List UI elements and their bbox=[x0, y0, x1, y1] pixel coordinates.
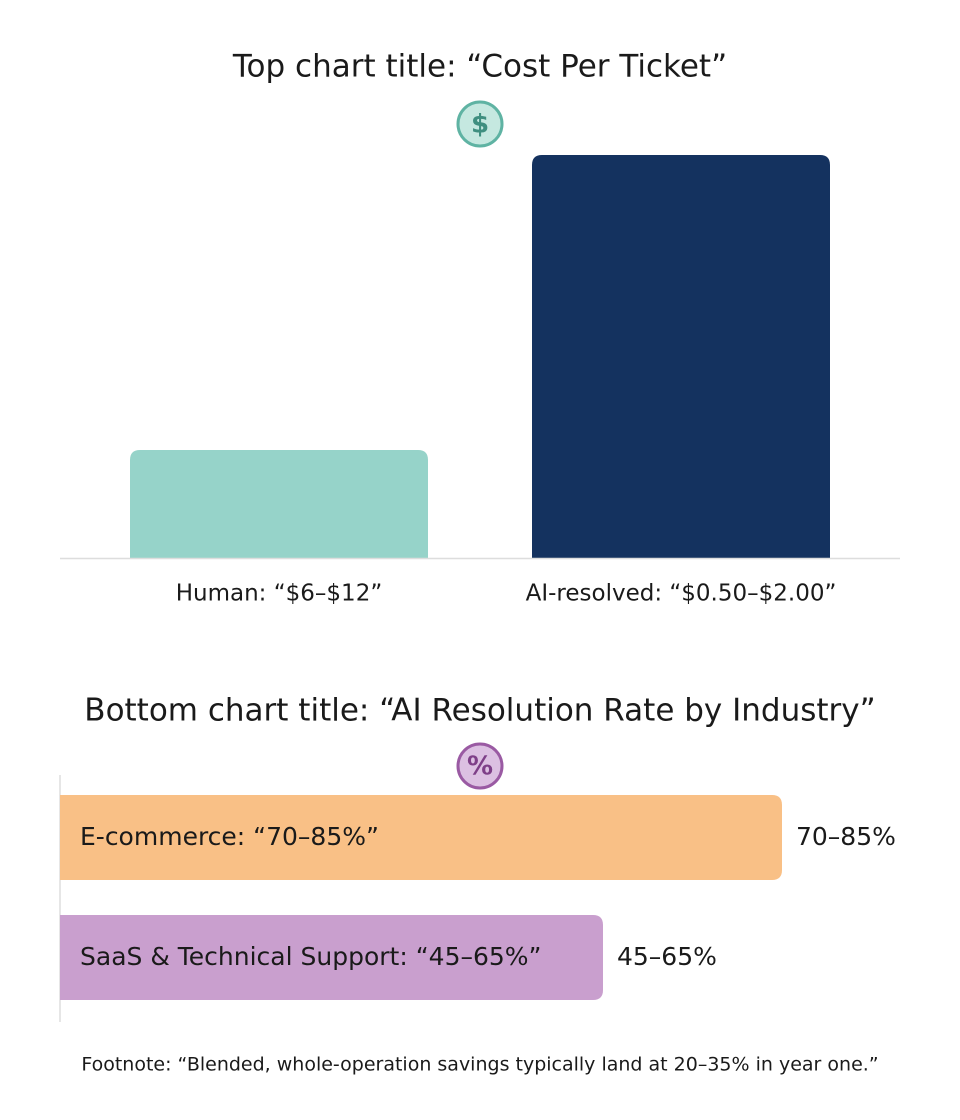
bar-label: E-commerce: “70–85%” bbox=[80, 822, 379, 851]
dollar-icon bbox=[456, 100, 504, 148]
footnote: Footnote: “Blended, whole-operation savi… bbox=[81, 1054, 878, 1076]
ecommerce-bar bbox=[60, 795, 782, 880]
value-label: 45–65% bbox=[617, 942, 717, 971]
percent-icon-glyph: % bbox=[467, 752, 493, 782]
human-bar bbox=[130, 450, 428, 558]
top-chart-title: Top chart title: “Cost Per Ticket” bbox=[232, 49, 727, 85]
bar-label: SaaS & Technical Support: “45–65%” bbox=[80, 942, 542, 971]
dollar-icon-glyph: $ bbox=[471, 110, 489, 140]
category-label: AI-resolved: “$0.50–$2.00” bbox=[526, 581, 837, 607]
bottom-chart-title: Bottom chart title: “AI Resolution Rate … bbox=[84, 693, 875, 729]
percent-icon bbox=[456, 742, 504, 790]
value-label: 70–85% bbox=[796, 822, 896, 851]
ai-bar bbox=[532, 155, 830, 558]
category-label: Human: “$6–$12” bbox=[176, 581, 383, 607]
saas-bar bbox=[60, 915, 603, 1000]
